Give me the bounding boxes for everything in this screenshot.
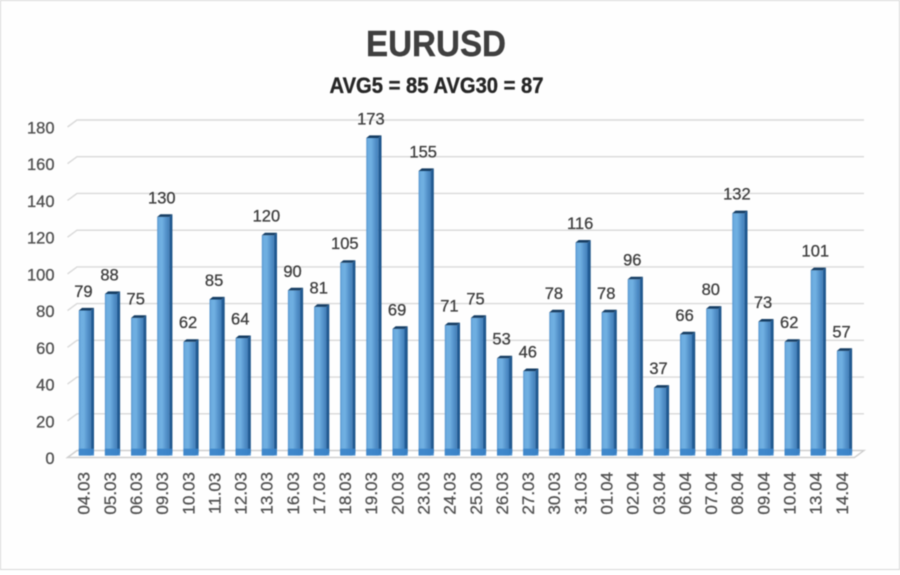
svg-text:62: 62 — [179, 314, 197, 332]
svg-text:132: 132 — [723, 186, 751, 204]
svg-text:37: 37 — [649, 360, 667, 378]
svg-text:78: 78 — [597, 285, 615, 303]
svg-text:12.03: 12.03 — [232, 472, 251, 515]
svg-text:130: 130 — [148, 189, 176, 207]
svg-text:120: 120 — [27, 230, 55, 248]
svg-text:08.04: 08.04 — [728, 472, 747, 515]
svg-text:06.04: 06.04 — [676, 472, 695, 515]
svg-text:09.04: 09.04 — [754, 472, 773, 515]
svg-text:64: 64 — [231, 311, 249, 329]
svg-text:07.04: 07.04 — [702, 472, 721, 515]
svg-text:155: 155 — [409, 143, 437, 161]
svg-text:120: 120 — [253, 208, 281, 226]
svg-text:90: 90 — [283, 263, 301, 281]
svg-text:116: 116 — [567, 215, 593, 233]
svg-text:18.03: 18.03 — [336, 472, 355, 515]
svg-text:EURUSD: EURUSD — [366, 23, 506, 64]
svg-text:100: 100 — [27, 266, 55, 284]
svg-text:26.03: 26.03 — [493, 472, 512, 515]
svg-text:57: 57 — [832, 323, 850, 341]
svg-text:140: 140 — [27, 193, 55, 211]
svg-text:53: 53 — [492, 331, 510, 349]
svg-text:66: 66 — [675, 307, 693, 325]
svg-text:20: 20 — [36, 413, 54, 431]
svg-text:09.03: 09.03 — [153, 472, 172, 515]
svg-text:11.03: 11.03 — [205, 473, 224, 514]
svg-text:79: 79 — [74, 283, 92, 301]
svg-text:04.03: 04.03 — [75, 472, 94, 515]
svg-text:75: 75 — [466, 290, 484, 308]
svg-text:13.04: 13.04 — [807, 472, 826, 515]
svg-text:73: 73 — [754, 294, 772, 312]
svg-text:13.03: 13.03 — [258, 472, 277, 515]
svg-text:85: 85 — [205, 272, 223, 290]
svg-text:19.03: 19.03 — [362, 472, 381, 515]
svg-text:105: 105 — [331, 235, 359, 253]
svg-text:80: 80 — [36, 303, 54, 321]
svg-text:40: 40 — [36, 377, 54, 395]
svg-text:88: 88 — [100, 266, 118, 284]
svg-text:62: 62 — [780, 314, 798, 332]
svg-text:10.03: 10.03 — [179, 472, 198, 515]
svg-text:81: 81 — [310, 279, 328, 297]
svg-text:16.03: 16.03 — [284, 472, 303, 515]
svg-text:75: 75 — [127, 290, 145, 308]
svg-text:101: 101 — [802, 243, 830, 261]
svg-text:69: 69 — [388, 301, 406, 319]
svg-text:23.03: 23.03 — [415, 472, 434, 515]
svg-text:173: 173 — [357, 110, 385, 128]
svg-text:78: 78 — [545, 285, 563, 303]
svg-text:31.03: 31.03 — [571, 472, 590, 515]
svg-text:96: 96 — [623, 252, 641, 270]
svg-text:20.03: 20.03 — [388, 472, 407, 515]
svg-text:160: 160 — [27, 156, 55, 174]
svg-text:24.03: 24.03 — [441, 472, 460, 515]
svg-text:27.03: 27.03 — [519, 472, 538, 515]
svg-text:46: 46 — [519, 344, 537, 362]
svg-text:180: 180 — [27, 120, 55, 138]
svg-text:03.04: 03.04 — [650, 472, 669, 515]
svg-text:80: 80 — [702, 281, 720, 299]
svg-text:01.04: 01.04 — [598, 472, 617, 515]
svg-text:25.03: 25.03 — [467, 472, 486, 515]
svg-text:10.04: 10.04 — [781, 472, 800, 515]
svg-text:60: 60 — [36, 340, 54, 358]
svg-text:05.03: 05.03 — [101, 472, 120, 515]
svg-text:06.03: 06.03 — [127, 472, 146, 515]
svg-text:71: 71 — [440, 298, 458, 316]
svg-text:AVG5 = 85 AVG30 = 87: AVG5 = 85 AVG30 = 87 — [330, 73, 544, 98]
svg-text:14.04: 14.04 — [833, 472, 852, 515]
svg-text:17.03: 17.03 — [310, 472, 329, 515]
svg-text:0: 0 — [45, 450, 54, 468]
svg-text:02.04: 02.04 — [624, 472, 643, 515]
svg-text:30.03: 30.03 — [545, 472, 564, 515]
